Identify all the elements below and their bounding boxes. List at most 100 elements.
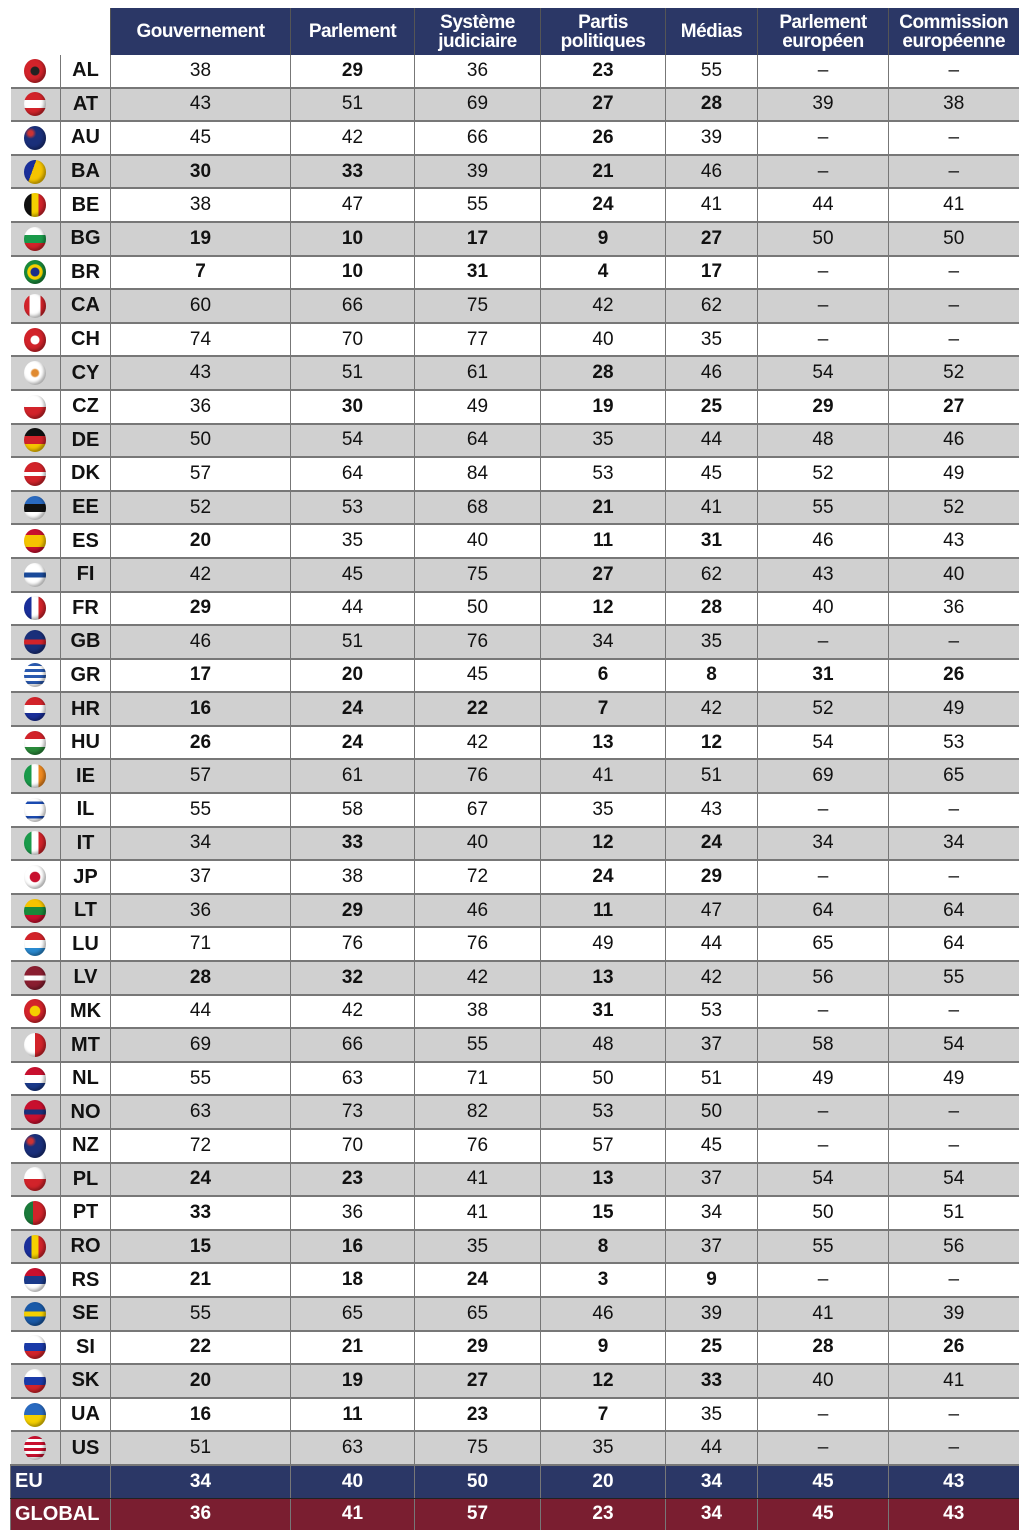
value-cell: 42	[290, 121, 415, 156]
value-cell: 8	[540, 1229, 666, 1265]
value-cell: 66	[290, 1028, 415, 1063]
value-cell: 9	[665, 1263, 758, 1298]
value-cell: 33	[290, 826, 415, 862]
flag-icon	[24, 965, 47, 990]
flag-icon	[24, 461, 47, 486]
value-cell: 66	[290, 289, 415, 324]
value-cell: 28	[665, 591, 758, 627]
value-cell: 26	[110, 725, 291, 761]
value-cell: 36	[888, 591, 1019, 627]
value-cell: 13	[540, 961, 666, 996]
value-cell: 33	[665, 1364, 758, 1399]
value-cell: 51	[110, 1431, 291, 1466]
country-code: SE	[60, 1296, 111, 1332]
value-cell: –	[757, 154, 889, 190]
value-cell: 53	[540, 1095, 666, 1130]
value-cell: –	[888, 625, 1019, 660]
table-row: LV 28 32 42 13 42 56 55	[10, 961, 1019, 996]
value-cell: –	[757, 289, 889, 324]
flag-cell	[10, 1196, 61, 1231]
value-cell: –	[757, 1263, 889, 1298]
flag-cell	[10, 221, 61, 257]
value-cell: 55	[414, 188, 541, 223]
value-cell: –	[757, 625, 889, 660]
value-cell: 62	[665, 289, 758, 324]
table-row: HR 16 24 22 7 42 52 49	[10, 692, 1019, 727]
value-cell: 54	[888, 1028, 1019, 1063]
value-cell: 84	[414, 457, 541, 492]
value-cell: 16	[110, 692, 291, 727]
flag-icon	[24, 898, 47, 923]
flag-cell	[10, 389, 61, 425]
trust-table: Gouvernement Parlement Système judiciair…	[10, 8, 1019, 1530]
value-cell: 62	[665, 557, 758, 593]
value-cell: 63	[290, 1431, 415, 1466]
value-cell: 21	[110, 1263, 291, 1298]
value-cell: 46	[414, 893, 541, 929]
value-cell: 44	[110, 994, 291, 1030]
flag-icon	[24, 562, 47, 587]
value-cell: 41	[665, 188, 758, 223]
value-cell: –	[888, 289, 1019, 324]
value-cell: 35	[665, 322, 758, 358]
value-cell: 58	[757, 1028, 889, 1063]
value-cell: 48	[757, 423, 889, 459]
value-cell: 41	[414, 1162, 541, 1198]
flag-cell	[10, 1364, 61, 1399]
value-cell: 50	[540, 1061, 666, 1097]
value-cell: 22	[414, 692, 541, 727]
country-code: UA	[60, 1397, 111, 1433]
value-cell: 35	[290, 524, 415, 559]
country-code: IE	[60, 759, 111, 795]
value-cell: 50	[665, 1095, 758, 1130]
value-cell: 21	[540, 490, 666, 526]
value-cell: 29	[110, 591, 291, 627]
value-cell: 45	[757, 1498, 889, 1530]
value-cell: 24	[290, 725, 415, 761]
value-cell: 39	[665, 1296, 758, 1332]
value-cell: 12	[540, 826, 666, 862]
table-row: NO 63 73 82 53 50– –	[10, 1095, 1019, 1130]
value-cell: 19	[540, 389, 666, 425]
value-cell: 74	[110, 322, 291, 358]
value-cell: 76	[414, 927, 541, 963]
country-code: SK	[60, 1364, 111, 1399]
value-cell: 65	[414, 1296, 541, 1332]
value-cell: 17	[414, 221, 541, 257]
value-cell: 52	[110, 490, 291, 526]
value-cell: 37	[110, 860, 291, 895]
value-cell: 35	[665, 625, 758, 660]
value-cell: 55	[757, 490, 889, 526]
table-row: EE 52 53 68 21 41 55 52	[10, 490, 1019, 526]
value-cell: 16	[290, 1229, 415, 1265]
value-cell: 19	[290, 1364, 415, 1399]
value-cell: 35	[540, 793, 666, 828]
country-code: GB	[60, 625, 111, 660]
flag-cell	[10, 356, 61, 391]
value-cell: 25	[665, 389, 758, 425]
value-cell: 39	[665, 121, 758, 156]
table-row: ES 20 35 40 11 31 46 43	[10, 524, 1019, 559]
flag-cell	[10, 759, 61, 795]
country-code: BA	[60, 154, 111, 190]
value-cell: 31	[414, 255, 541, 291]
country-code: CA	[60, 289, 111, 324]
value-cell: 72	[414, 860, 541, 895]
value-cell: 53	[290, 490, 415, 526]
value-cell: 65	[757, 927, 889, 963]
value-cell: 16	[110, 1397, 291, 1433]
value-cell: 64	[290, 457, 415, 492]
value-cell: 49	[888, 692, 1019, 727]
value-cell: –	[888, 1263, 1019, 1298]
flag-cell	[10, 1397, 61, 1433]
value-cell: 24	[540, 188, 666, 223]
value-cell: 28	[540, 356, 666, 391]
value-cell: 70	[290, 1129, 415, 1164]
value-cell: 54	[757, 725, 889, 761]
value-cell: 8	[665, 658, 758, 694]
flag-cell	[10, 55, 61, 89]
value-cell: 54	[888, 1162, 1019, 1198]
flag-cell	[10, 87, 61, 123]
value-cell: 49	[757, 1061, 889, 1097]
value-cell: 47	[665, 893, 758, 929]
